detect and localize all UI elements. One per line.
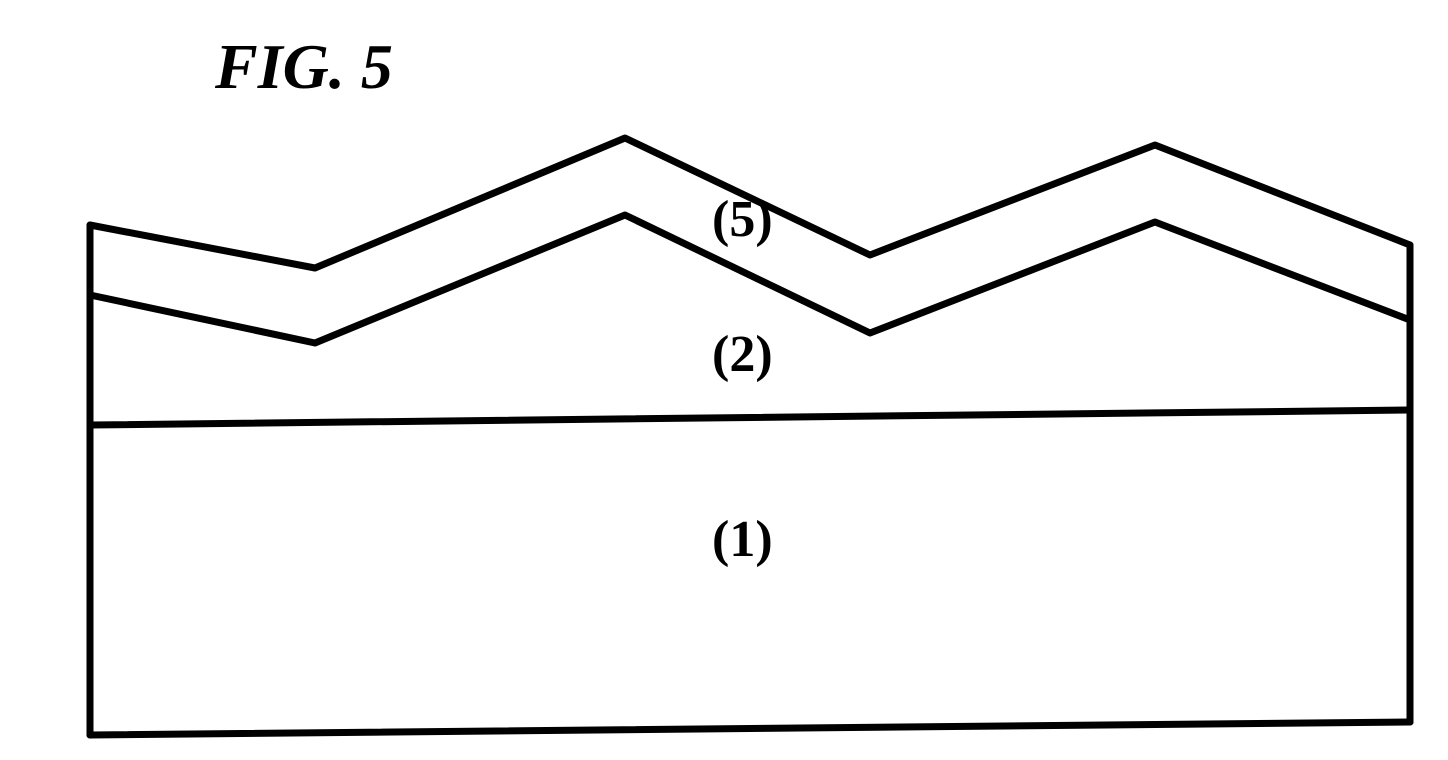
label-layer-5: (5) <box>712 190 773 249</box>
figure-canvas: FIG. 5 (5) (2) (1) <box>0 0 1448 760</box>
label-layer-2: (2) <box>712 325 773 384</box>
label-layer-1: (1) <box>712 510 773 569</box>
figure-title: FIG. 5 <box>215 30 393 104</box>
